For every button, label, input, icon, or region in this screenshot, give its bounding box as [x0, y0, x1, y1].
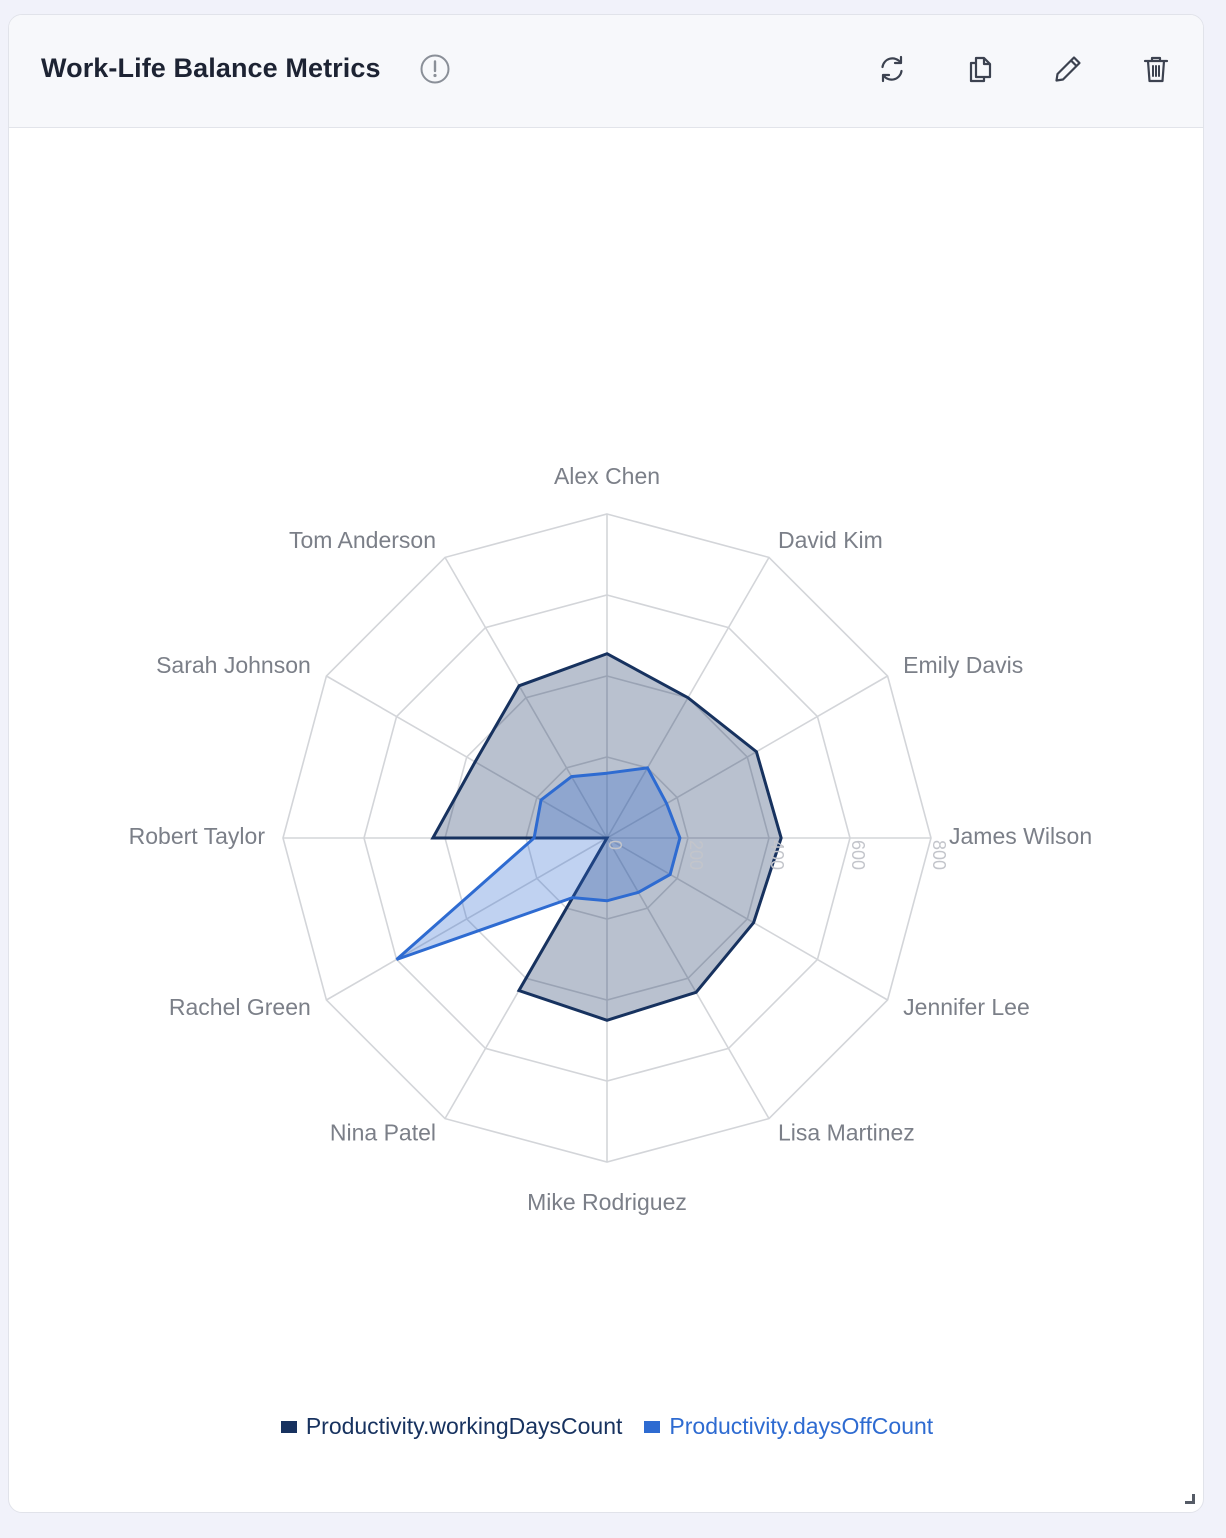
legend-label-days-off: Productivity.daysOffCount: [669, 1413, 934, 1439]
axis-label-category: David Kim: [778, 527, 883, 553]
axis-label-category: Sarah Johnson: [156, 652, 311, 678]
axis-label-category: Jennifer Lee: [903, 994, 1030, 1020]
resize-handle[interactable]: [1185, 1494, 1195, 1504]
duplicate-button[interactable]: [963, 52, 997, 86]
info-icon[interactable]: [419, 53, 451, 85]
legend-swatch-days-off: [644, 1420, 661, 1433]
legend-label-working-days: Productivity.workingDaysCount: [305, 1413, 623, 1439]
series-days-off-area[interactable]: [395, 766, 682, 961]
series-working-days-area[interactable]: [430, 652, 783, 1022]
refresh-icon: [881, 55, 903, 83]
trash-icon: [1143, 56, 1169, 83]
card-header: Work-Life Balance Metrics: [9, 15, 1203, 128]
edit-button[interactable]: [1051, 52, 1085, 86]
axis-label-category: Mike Rodriguez: [527, 1189, 687, 1215]
axis-label-category: Tom Anderson: [289, 527, 436, 553]
axis-label-category: Alex Chen: [554, 463, 660, 489]
chart-area: 0 200 400 600 800 Alex Chen David Kim Emily Dav…: [9, 129, 1203, 1512]
legend-item-working-days[interactable]: Productivity.workingDaysCount: [280, 1413, 623, 1440]
copy-icon: [969, 56, 992, 83]
pencil-icon: [1055, 56, 1081, 82]
chart-legend: Productivity.workingDaysCount Productivi…: [9, 1413, 1203, 1440]
axis-label-category: Nina Patel: [330, 1119, 436, 1145]
chart-card: Work-Life Balance Metrics: [8, 14, 1204, 1513]
radial-tick-label: 600: [848, 840, 868, 870]
chart-title: Work-Life Balance Metrics: [41, 53, 381, 83]
axis-label-category: Emily Davis: [903, 652, 1023, 678]
refresh-button[interactable]: [875, 52, 909, 86]
legend-item-days-off[interactable]: Productivity.daysOffCount: [644, 1413, 933, 1440]
delete-button[interactable]: [1139, 52, 1173, 86]
radial-tick-label: 800: [929, 840, 949, 870]
axis-label-category: James Wilson: [949, 823, 1092, 849]
axis-label-category: Rachel Green: [169, 994, 311, 1020]
axis-label-category: Robert Taylor: [129, 823, 266, 849]
axis-label-category: Lisa Martinez: [778, 1119, 915, 1145]
legend-swatch-working-days: [280, 1420, 297, 1433]
